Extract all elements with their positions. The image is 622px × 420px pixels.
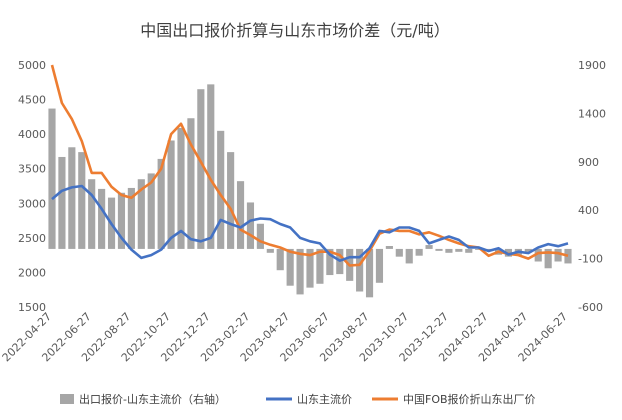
line-series: [50, 64, 569, 267]
bar: [465, 248, 473, 253]
legend-label: 出口报价-山东主流价（右轴）: [79, 392, 226, 406]
y-left-tick-label: 3500: [18, 163, 46, 176]
bar-series: [48, 84, 572, 298]
bar: [157, 158, 165, 249]
bar: [475, 248, 483, 250]
legend-label: 中国FOB报价折山东出厂价: [403, 392, 536, 406]
bar: [455, 248, 463, 252]
bar: [147, 173, 155, 249]
bar: [485, 248, 493, 250]
y-right-tick-label: 1400: [578, 107, 606, 120]
legend-swatch-bar: [60, 394, 74, 404]
y-left-tick-label: 1500: [18, 301, 46, 314]
bar: [306, 248, 314, 288]
series-line: [50, 64, 569, 267]
bar: [564, 248, 572, 264]
bar: [395, 248, 403, 257]
bar: [236, 181, 245, 249]
bar: [415, 248, 423, 256]
y-left-tick-label: 2000: [18, 266, 46, 279]
bar: [187, 118, 195, 249]
y-left-tick-label: 5000: [18, 59, 46, 72]
bar: [58, 156, 66, 249]
bar: [425, 245, 433, 249]
bar: [266, 248, 274, 253]
y-right-tick-label: 400: [578, 204, 599, 217]
bar: [356, 248, 364, 292]
bar: [68, 147, 76, 249]
bar: [246, 202, 255, 249]
bar: [435, 248, 443, 251]
bar: [365, 248, 374, 298]
legend-label: 山东主流价: [297, 392, 352, 406]
bar: [167, 140, 175, 249]
bar: [217, 130, 225, 249]
bar: [117, 192, 126, 249]
bar: [276, 248, 284, 271]
bar: [286, 248, 294, 286]
bar: [98, 188, 106, 249]
bar: [256, 223, 264, 249]
bar: [197, 89, 205, 249]
legend: 出口报价-山东主流价（右轴） 山东主流价 中国FOB报价折山东出厂价: [60, 392, 536, 406]
bar: [316, 248, 324, 284]
y-right-tick-label: -100: [578, 253, 603, 266]
bar: [177, 127, 185, 249]
bar: [88, 179, 96, 249]
bar: [296, 248, 304, 295]
bar: [524, 248, 532, 252]
bar: [207, 84, 215, 249]
bar: [385, 246, 393, 249]
y-left-tick-label: 3000: [18, 197, 46, 210]
bar: [78, 152, 86, 249]
y-left-tick-label: 4500: [18, 94, 46, 107]
bar: [137, 179, 145, 249]
y-left-tick-label: 2500: [18, 232, 46, 245]
bar: [534, 248, 542, 262]
y-left-tick-label: 4000: [18, 128, 46, 141]
bar: [405, 248, 413, 264]
y-right-tick-label: 1900: [578, 59, 606, 72]
bar: [48, 108, 56, 249]
bar: [127, 187, 135, 249]
series-line: [51, 184, 569, 263]
bar: [227, 152, 235, 249]
bar: [554, 248, 562, 262]
bar: [326, 248, 334, 276]
y-right-tick-label: -600: [578, 301, 603, 314]
y-right-tick-label: 900: [578, 156, 599, 169]
bar: [375, 248, 384, 283]
bar: [445, 248, 453, 253]
bar: [544, 248, 552, 269]
chart-title: 中国出口报价折算与山东市场价差（元/吨）: [140, 21, 449, 40]
